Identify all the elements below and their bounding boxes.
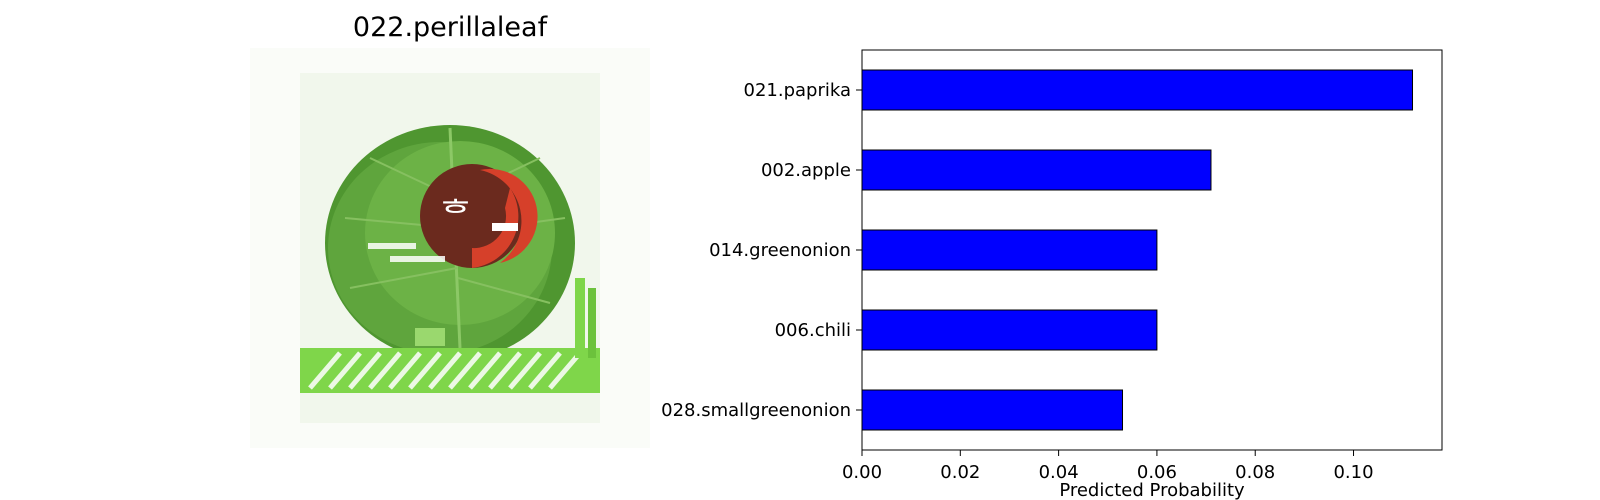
x-tick-label: 0.06 [1137,462,1177,483]
x-tick-label: 0.02 [940,462,980,483]
bar-028-smallgreenonion [861,389,1124,431]
x-tick-label: 0.10 [1333,462,1373,483]
y-tick-label: 002.apple [761,160,851,181]
image-title: 022.perillaleaf [352,12,548,43]
y-tick-label: 028.smallgreenonion [661,400,851,421]
bar-002-apple [861,149,1212,191]
x-tick-label: 0.00 [842,462,882,483]
x-axis-label: Predicted Probability [1059,480,1245,500]
y-tick-label: 006.chili [775,320,851,341]
perilla-leaf-image: ᄒ [250,48,650,448]
bar-014-greenonion [861,229,1158,271]
x-tick-label: 0.04 [1039,462,1079,483]
x-tick-label: 0.08 [1235,462,1275,483]
bar-006-chili [861,309,1158,351]
y-tick-label: 014.greenonion [709,240,851,261]
y-tick-label: 021.paprika [744,80,852,101]
bar-021-paprika [861,69,1414,111]
svg-text:ᄒ: ᄒ [440,195,471,235]
